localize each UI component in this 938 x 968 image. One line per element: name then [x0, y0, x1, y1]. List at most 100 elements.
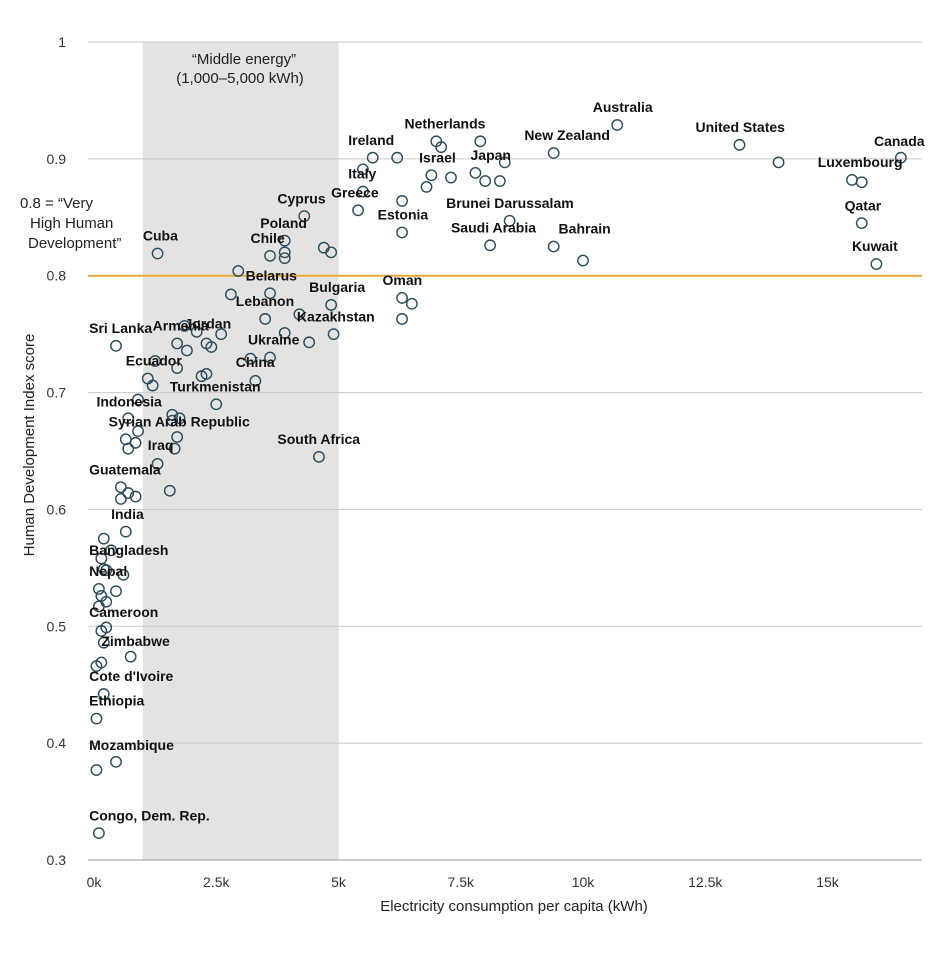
data-point — [264, 351, 276, 364]
country-label: Mozambique — [89, 737, 174, 753]
data-point — [122, 442, 135, 455]
country-label: Italy — [348, 166, 376, 182]
data-point — [117, 568, 130, 581]
data-point — [396, 313, 408, 325]
data-point — [114, 481, 127, 494]
data-point — [249, 374, 262, 387]
data-point — [210, 398, 223, 411]
data-point — [149, 355, 162, 367]
data-point — [171, 337, 184, 350]
x-axis-title: Electricity consumption per capita (kWh) — [380, 898, 648, 915]
data-point — [124, 650, 137, 663]
country-label: Cyprus — [277, 190, 325, 206]
data-point — [772, 156, 785, 169]
data-point — [190, 325, 203, 338]
y-tick-label: 0.3 — [47, 852, 67, 868]
country-label: Estonia — [378, 207, 429, 223]
point-labels: Australia Canada United States Luxembourg Qa… — [89, 99, 925, 823]
data-point — [484, 239, 496, 252]
data-point — [151, 247, 164, 260]
data-point — [129, 490, 142, 503]
country-label: Poland — [260, 215, 307, 231]
data-point — [366, 151, 379, 164]
country-label: Greece — [331, 184, 379, 200]
data-point — [303, 336, 316, 349]
data-point — [97, 688, 110, 700]
band-label-line1: “Middle energy” — [192, 51, 296, 68]
y-tick-label: 0.9 — [47, 151, 67, 167]
data-point — [855, 176, 868, 189]
y-tick-label: 0.4 — [47, 735, 67, 751]
data-point — [92, 582, 105, 595]
data-point — [325, 246, 338, 259]
data-point — [200, 367, 213, 380]
country-label: Congo, Dem. Rep. — [89, 807, 210, 823]
x-tick-label: 2.5k — [203, 874, 230, 890]
y-tick-label: 0.7 — [47, 385, 67, 401]
y-tick-label: 0.5 — [47, 618, 67, 634]
data-point — [92, 600, 105, 613]
country-label: China — [236, 354, 275, 370]
data-point — [97, 532, 110, 545]
data-point — [396, 195, 408, 207]
country-label: Jordan — [184, 315, 231, 331]
data-point — [181, 344, 193, 357]
reference-label-line3: Development” — [28, 235, 121, 252]
reference-label-line2: High Human — [30, 215, 113, 232]
data-point — [357, 185, 369, 198]
data-point — [132, 425, 144, 438]
data-point — [114, 493, 127, 505]
data-point — [205, 341, 218, 353]
country-label: Iraq — [148, 437, 174, 453]
country-label: Syrian Arab Republic — [109, 413, 250, 429]
country-label: Armenia — [153, 318, 209, 334]
data-point — [151, 457, 164, 470]
data-point — [293, 308, 306, 321]
y-tick-label: 1 — [58, 34, 66, 50]
x-tick-label: 10k — [572, 874, 596, 890]
shaded-band-layer — [142, 42, 339, 860]
data-point — [259, 313, 272, 325]
x-tick-label: 0k — [87, 874, 103, 890]
x-tick-label: 7.5k — [448, 874, 475, 890]
country-label: Kazakhstan — [297, 308, 375, 324]
data-point — [166, 414, 179, 427]
data-point — [405, 297, 418, 310]
data-point — [493, 175, 506, 187]
country-label: Oman — [383, 272, 423, 288]
country-label: India — [111, 506, 144, 522]
data-point — [278, 327, 291, 339]
data-point — [298, 210, 311, 223]
data-point — [110, 339, 122, 352]
country-label: Bulgaria — [309, 279, 365, 295]
country-label: Australia — [593, 99, 653, 115]
reference-label-line1: 0.8 = “Very — [20, 195, 93, 212]
country-label: Bahrain — [559, 221, 611, 237]
country-label: Israel — [419, 149, 456, 165]
country-label: Cote d'Ivoire — [89, 668, 173, 684]
data-point — [313, 450, 325, 463]
data-point — [97, 636, 110, 649]
country-label: Netherlands — [405, 115, 486, 131]
data-points — [90, 119, 907, 840]
data-point — [215, 328, 228, 341]
data-point — [474, 135, 487, 148]
country-label: Japan — [471, 147, 511, 163]
country-label: Lebanon — [236, 293, 294, 309]
country-label: Zimbabwe — [101, 633, 170, 649]
country-label: South Africa — [277, 431, 360, 447]
country-label: Guatemala — [89, 461, 161, 477]
country-label: Qatar — [845, 197, 882, 213]
data-point — [352, 204, 364, 217]
data-point — [435, 141, 448, 154]
data-point — [325, 299, 338, 311]
country-label: Saudi Arabia — [451, 219, 536, 235]
country-label: New Zealand — [524, 127, 610, 143]
country-label: Kuwait — [852, 238, 898, 254]
data-point — [171, 362, 184, 374]
country-label: Brunei Darussalam — [446, 195, 574, 211]
data-point — [171, 431, 184, 443]
data-point — [119, 525, 132, 538]
